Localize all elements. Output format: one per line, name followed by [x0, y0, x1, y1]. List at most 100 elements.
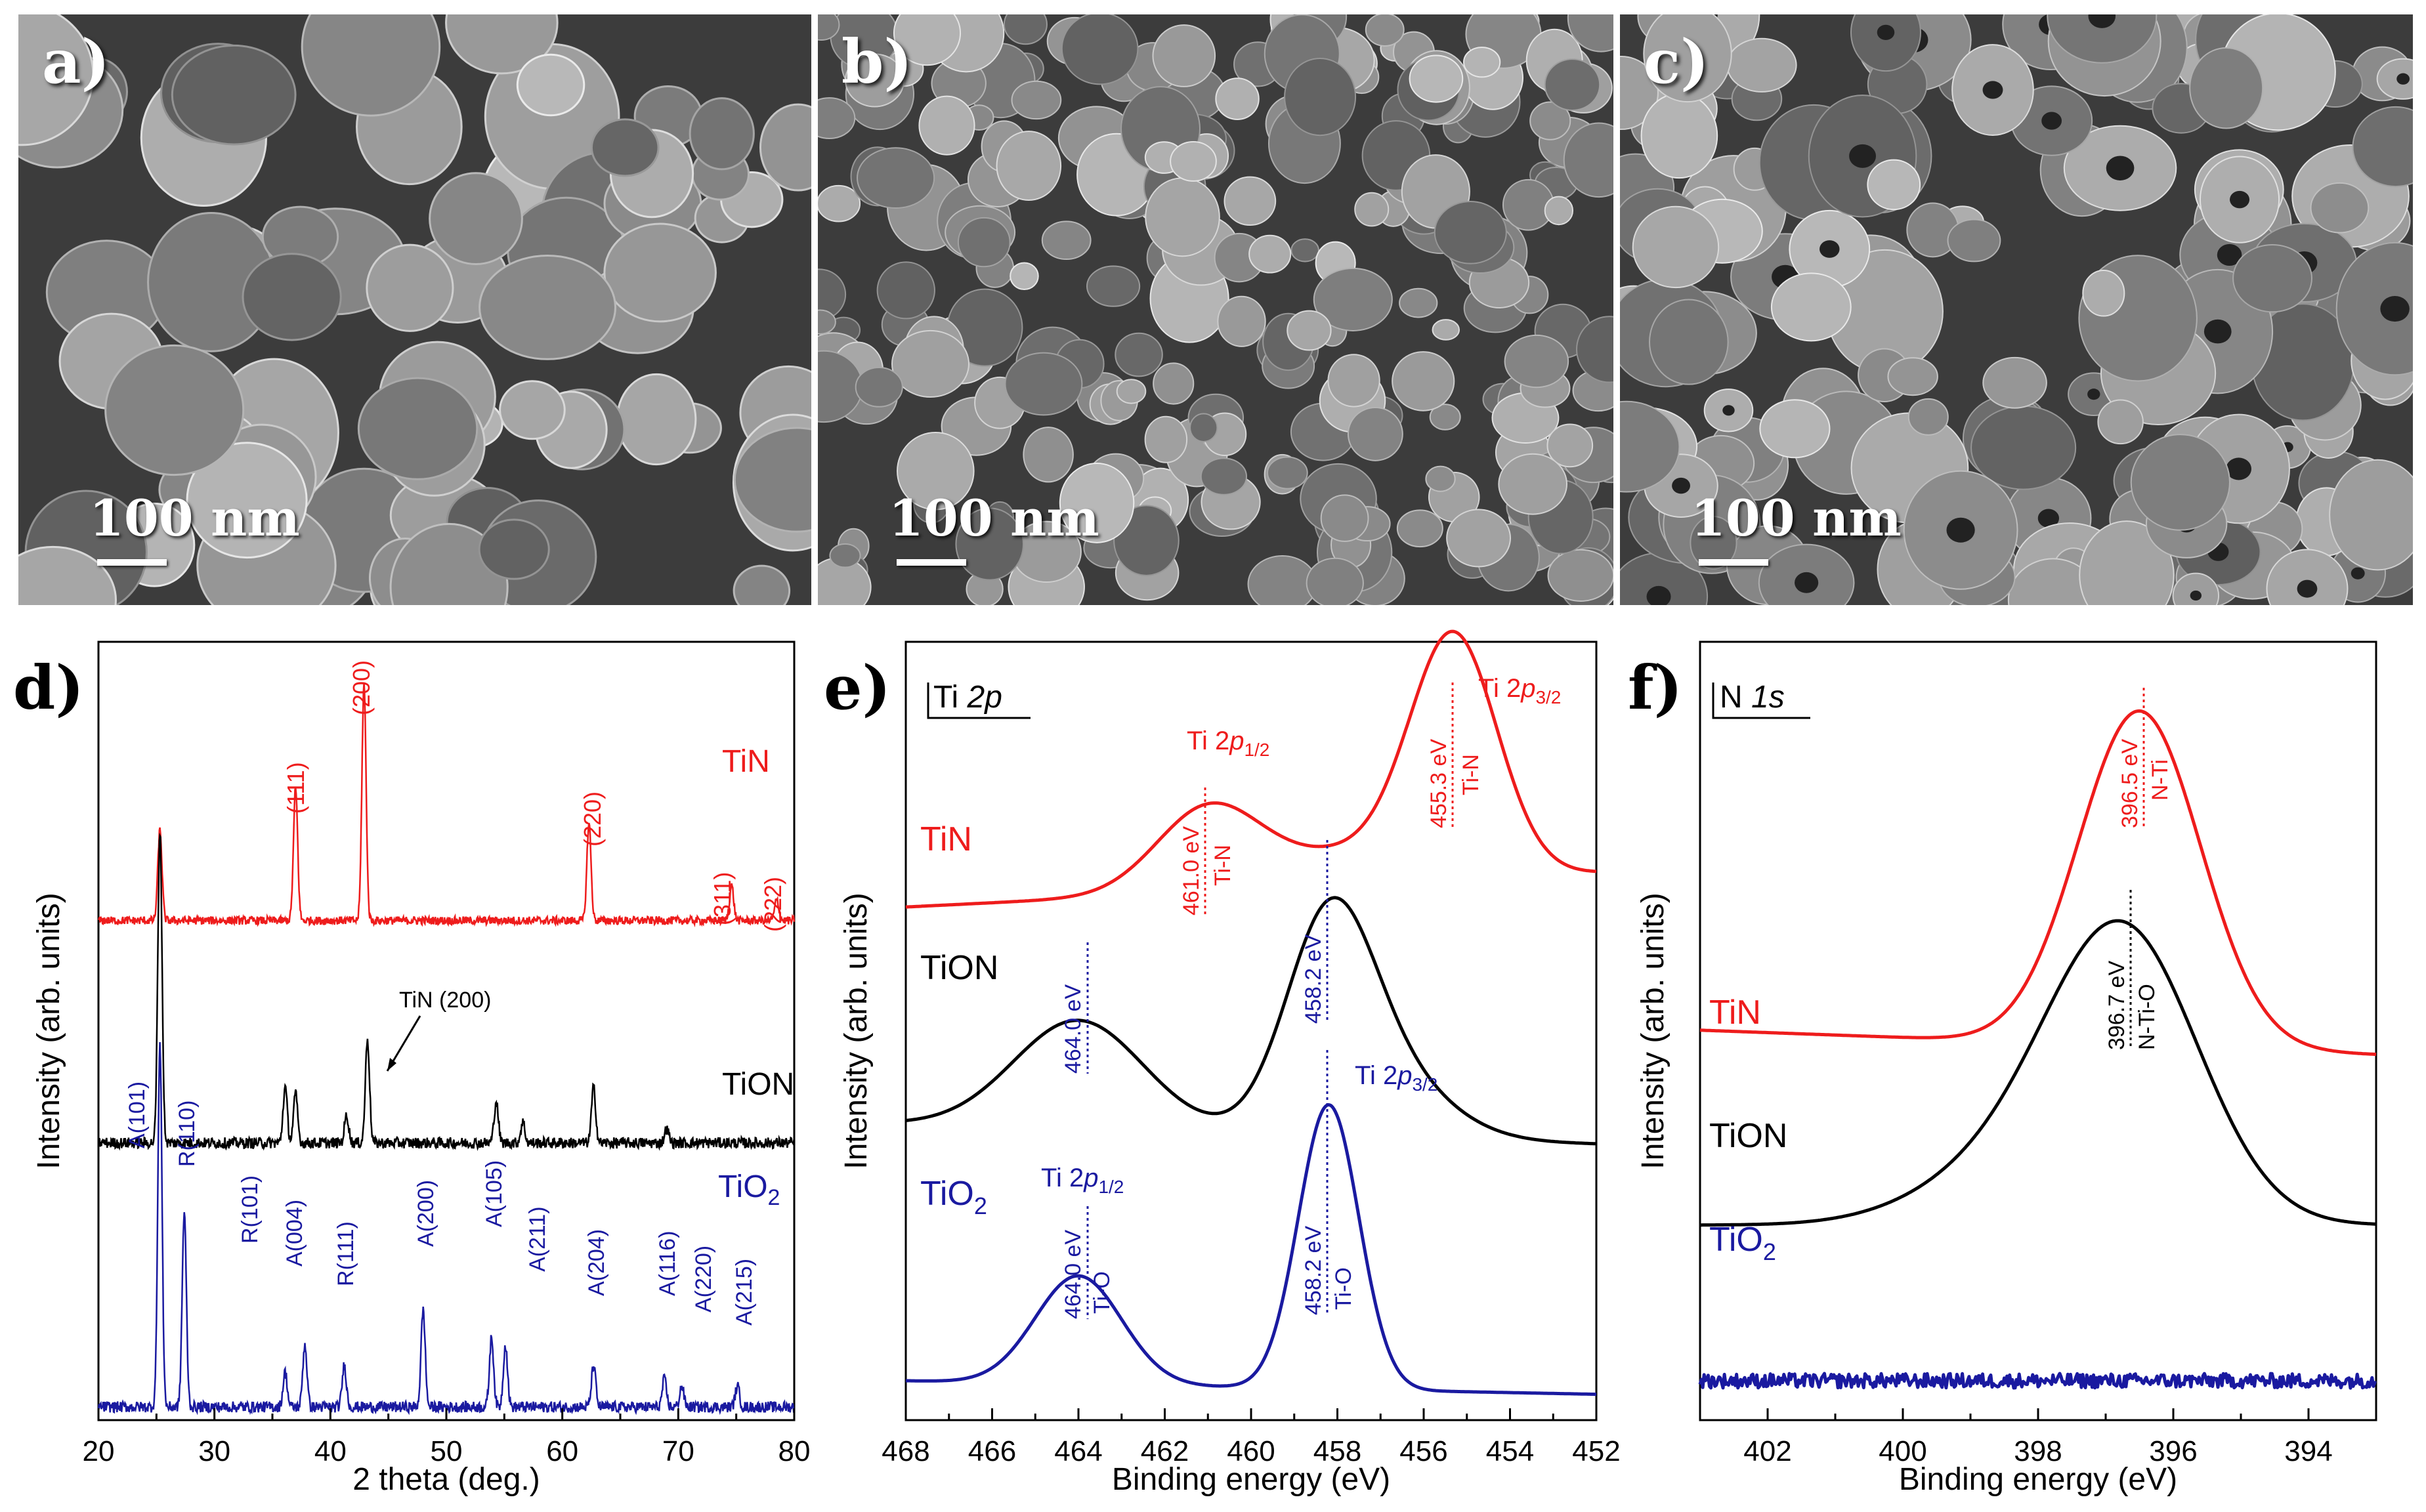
sem-grain [1189, 413, 1218, 442]
sem-grain [1982, 356, 2047, 409]
sem-grain [1907, 398, 1949, 436]
xps-line-tio2 [905, 1103, 1597, 1396]
sem-grain [1284, 57, 1357, 136]
xrd-series-group [97, 682, 796, 1416]
xrd-label-tio2: TiO2 [718, 1169, 780, 1210]
xps-line-tin [1699, 709, 2377, 1057]
sem-pore [2203, 319, 2232, 344]
x-tick-label: 70 [662, 1435, 694, 1467]
sem-grain [2376, 58, 2413, 100]
n1s-label-tion: TiON [1709, 1117, 1787, 1155]
ti2p-tio2-p12-main: Ti 2 [1041, 1164, 1084, 1192]
sem-grain [689, 97, 755, 171]
xrd-tin-222: (222) [759, 877, 786, 932]
sem-texture-a [18, 14, 811, 605]
n1s-x-ticks: 402 400 398 396 394 [1743, 1408, 2333, 1467]
sem-pore [2226, 457, 2251, 480]
sem-image-b: b) 100 nm [818, 14, 1613, 605]
xrd-tin-111: (111) [282, 762, 309, 814]
xrd-tio2-a220: A(220) [691, 1246, 716, 1312]
x-tick-label: 50 [431, 1435, 463, 1467]
sem-grain [366, 243, 454, 332]
sem-grain [389, 522, 509, 605]
ti2p-tin-p32-ital: p [1520, 674, 1535, 703]
sem-grain [2097, 399, 2144, 445]
sem-grain [1770, 272, 1852, 342]
sem-grain [499, 380, 566, 440]
sem-pore [2230, 190, 2250, 209]
sem-image-c: c) 100 nm [1620, 14, 2413, 605]
sem-grain [1392, 351, 1455, 411]
xps-line-tin [905, 629, 1597, 909]
sem-grain [1059, 462, 1135, 543]
xps-line-tion [905, 896, 1597, 1146]
ti2p-label-tin: TiN [920, 820, 972, 858]
xrd-tio2-a204: A(204) [584, 1229, 609, 1296]
ti2p-tin-p32-main: Ti 2 [1478, 674, 1521, 703]
sem-grain [996, 131, 1062, 201]
sem-grain [818, 184, 861, 222]
sem-pore [2088, 14, 2116, 28]
n1s-title-italic: 1s [1751, 680, 1785, 715]
x-tick-label: 394 [2284, 1435, 2332, 1467]
scale-bar-b [897, 559, 966, 566]
sem-pore [1722, 405, 1735, 416]
sem-grain [1287, 310, 1332, 351]
xps-line-tion [1699, 919, 2377, 1227]
xrd-tin-220: (220) [579, 791, 606, 847]
panel-label-f: f) [1628, 652, 1682, 723]
xrd-label-tin: TiN [722, 744, 770, 779]
sem-grain [1170, 141, 1217, 182]
x-tick-label: 460 [1227, 1435, 1275, 1467]
sem-grain [1504, 334, 1569, 388]
sem-grain [1563, 122, 1613, 198]
ti2p-series-group [905, 629, 1597, 1396]
ti2p-tio2-p32-bond: Ti-O [1331, 1267, 1356, 1310]
sem-grain [1850, 14, 1921, 72]
ti2p-tio2-p32-energy: 458.2 eV [1301, 1226, 1326, 1315]
n1s-label-tin: TiN [1709, 994, 1761, 1032]
n1s-series-group [1698, 709, 2377, 1390]
panel-label-a: a) [42, 26, 110, 97]
sem-grain [893, 14, 962, 66]
sem-grain [1011, 80, 1062, 120]
sem-pore [1877, 24, 1895, 41]
sem-grain [1632, 205, 1720, 289]
sem-grain [1313, 267, 1393, 331]
sem-grain [897, 431, 975, 511]
sem-pore [1646, 585, 1671, 605]
xrd-tio2-r110: R(110) [175, 1101, 200, 1167]
sem-grain [478, 518, 550, 580]
x-tick-label: 400 [1879, 1435, 1926, 1467]
ti2p-tin-p12-sub: 1/2 [1244, 740, 1269, 760]
xrd-x-ticks: 20 30 40 50 60 70 80 [83, 1408, 810, 1467]
xrd-tio2-a004: A(004) [282, 1200, 307, 1267]
sem-grain [845, 53, 905, 108]
sem-grain [733, 427, 811, 533]
sem-pore [1795, 572, 1819, 593]
xrd-line-tin [97, 682, 796, 928]
ti2p-label-tion: TiON [920, 949, 998, 987]
sem-grain [2079, 520, 2175, 605]
scale-bar-label-a: 100 nm [89, 489, 300, 547]
xrd-line-tio2 [97, 1041, 795, 1416]
sem-pore [2351, 567, 2365, 579]
ti2p-tio2-p12-bond: Ti-O [1090, 1271, 1115, 1314]
sem-grain [242, 253, 342, 341]
ti2p-y-axis-label: Intensity (arb. units) [839, 892, 874, 1169]
sem-texture-c [1620, 14, 2413, 605]
sem-grain [590, 118, 660, 177]
sem-grain [1010, 262, 1039, 291]
xrd-tio2-a116: A(116) [655, 1230, 680, 1296]
sem-grain [733, 564, 791, 605]
xrd-line-tion [97, 832, 796, 1151]
ti2p-label-tio2: TiO2 [920, 1175, 987, 1219]
n1s-label-tio2: TiO2 [1709, 1221, 1776, 1265]
xrd-tion-arrowhead [387, 1058, 396, 1071]
sem-grain [18, 14, 95, 146]
sem-grain [1546, 423, 1594, 468]
xrd-tio2-a101: A(101) [125, 1082, 150, 1148]
sem-grain [918, 95, 975, 156]
sem-grain [1116, 379, 1147, 404]
ti2p-tin-p32-label: Ti 2p3/2 [1478, 674, 1561, 707]
